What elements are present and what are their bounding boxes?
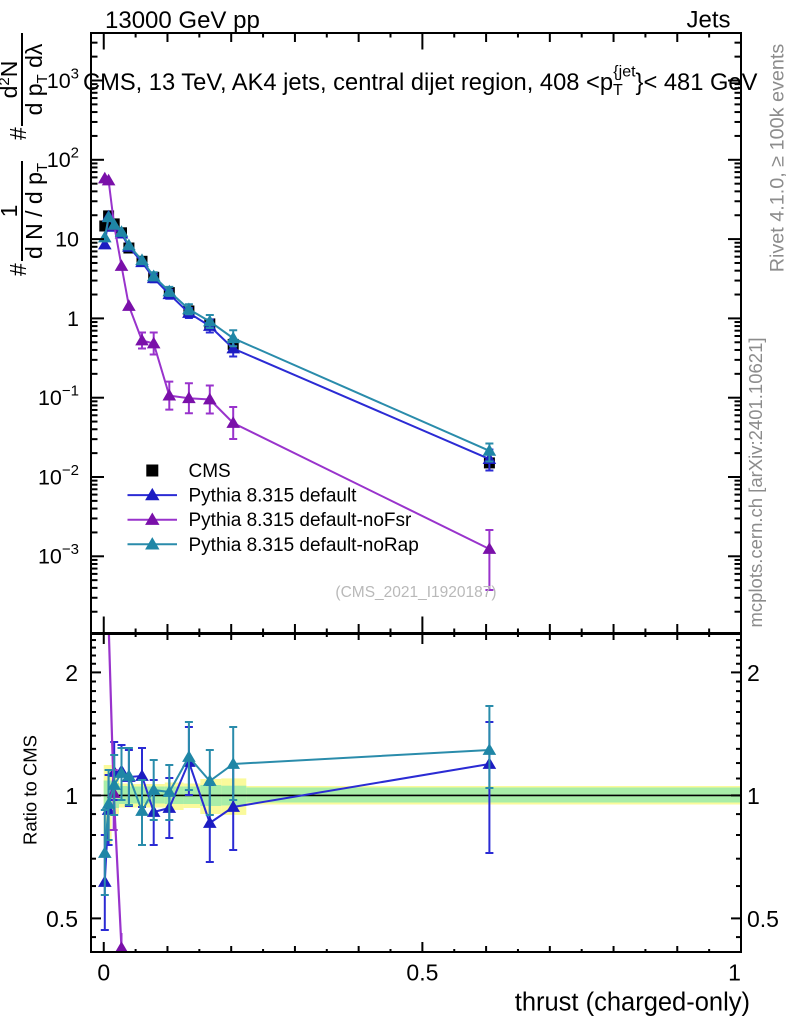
svg-text:1: 1 xyxy=(0,205,22,218)
svg-text:Pythia 8.315 default-noFsr: Pythia 8.315 default-noFsr xyxy=(189,510,413,531)
svg-text:1: 1 xyxy=(67,307,79,331)
svg-text:0: 0 xyxy=(97,960,110,986)
svg-text:2: 2 xyxy=(747,660,760,686)
svg-text:Pythia 8.315 default-noRap: Pythia 8.315 default-noRap xyxy=(189,535,419,556)
svg-text:1: 1 xyxy=(65,783,78,809)
svg-text:CMS: CMS xyxy=(189,461,231,482)
svg-text:d N / d pT: d N / d pT xyxy=(21,163,51,259)
svg-text:(CMS_2021_I1920187): (CMS_2021_I1920187) xyxy=(335,584,496,601)
svg-text:#: # xyxy=(5,263,31,276)
svg-text:Pythia 8.315 default: Pythia 8.315 default xyxy=(189,486,358,507)
svg-text:thrust (charged-only): thrust (charged-only) xyxy=(515,989,750,1017)
svg-text:Jets: Jets xyxy=(686,7,730,34)
svg-text:#: # xyxy=(5,127,31,140)
svg-text:1: 1 xyxy=(747,783,760,809)
svg-text:0.5: 0.5 xyxy=(747,906,779,932)
svg-text:13000 GeV pp: 13000 GeV pp xyxy=(105,7,260,34)
svg-text:mcplots.cern.ch [arXiv:2401.10: mcplots.cern.ch [arXiv:2401.10621] xyxy=(745,338,766,628)
svg-text:2: 2 xyxy=(65,660,78,686)
svg-text:1: 1 xyxy=(728,960,741,986)
svg-text:0.5: 0.5 xyxy=(46,906,78,932)
svg-text:Rivet 4.1.0, ≥ 100k events: Rivet 4.1.0, ≥ 100k events xyxy=(767,44,786,273)
svg-text:Ratio to CMS: Ratio to CMS xyxy=(20,735,41,845)
svg-text:10: 10 xyxy=(55,228,79,252)
svg-text:0.5: 0.5 xyxy=(406,960,438,986)
